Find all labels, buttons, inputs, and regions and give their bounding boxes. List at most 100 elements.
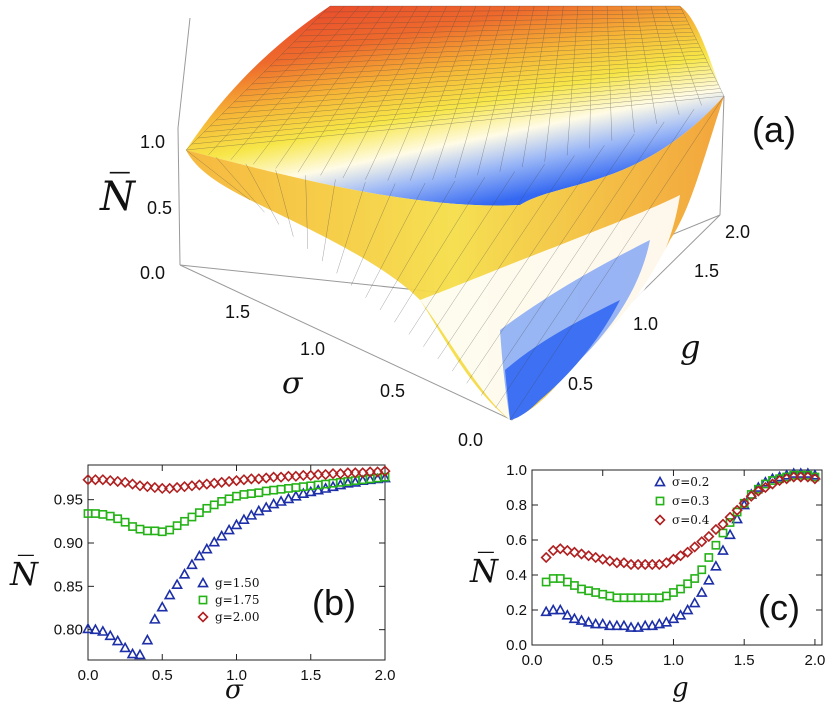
panel-b: 0.0 0.5 1.0 1.5 2.0 0.80 0.85 0.90 0.95 g=1.50 g… xyxy=(9,464,396,702)
data-point xyxy=(555,574,565,583)
data-point xyxy=(304,485,317,497)
y-tick-label: 0.8 xyxy=(506,497,527,514)
z-tick-label: 1.0 xyxy=(140,132,165,152)
data-point xyxy=(157,527,167,537)
data-point xyxy=(208,535,221,547)
data-point xyxy=(356,474,369,486)
z-tick-label: 0.0 xyxy=(140,263,165,283)
x-tick-label: 0.5 xyxy=(380,381,405,401)
data-point xyxy=(575,614,588,625)
x-axis-label: σ xyxy=(282,366,304,401)
data-point xyxy=(570,581,579,590)
legend-marker xyxy=(197,576,209,588)
data-point xyxy=(766,478,779,490)
data-point xyxy=(690,574,700,583)
data-point xyxy=(254,488,264,498)
data-point xyxy=(312,468,324,481)
x-tick-label: 0.5 xyxy=(152,667,173,684)
z-axis-label: N̅ xyxy=(99,173,137,220)
y-tick-label: 0.90 xyxy=(54,535,83,552)
data-point xyxy=(731,512,743,524)
data-point xyxy=(82,474,94,486)
data-point xyxy=(200,542,213,554)
data-point xyxy=(625,621,637,632)
panel-c-points xyxy=(540,467,821,632)
legend-entry: g=1.75 xyxy=(215,593,259,607)
data-point xyxy=(217,496,227,506)
data-point xyxy=(135,524,145,534)
data-point xyxy=(710,523,722,536)
panel-b-legend: g=1.50 g=1.75 g=2.00 xyxy=(197,576,259,624)
data-point xyxy=(178,568,191,579)
data-point xyxy=(111,634,124,646)
data-point xyxy=(141,481,154,493)
data-point xyxy=(112,475,124,488)
data-point xyxy=(89,623,102,635)
data-point xyxy=(126,478,139,490)
legend-marker xyxy=(654,475,666,487)
data-point xyxy=(591,588,601,597)
data-point xyxy=(568,546,581,558)
panel-c-frame xyxy=(531,469,823,646)
data-point xyxy=(380,472,390,482)
data-point xyxy=(163,588,176,600)
data-point xyxy=(780,469,793,480)
data-point xyxy=(104,629,117,641)
data-point xyxy=(128,522,137,531)
y-axis-label: N̅ xyxy=(9,554,39,593)
data-point xyxy=(724,528,736,540)
data-point xyxy=(261,486,271,496)
panel-label-b: (b) xyxy=(312,582,356,623)
legend-marker xyxy=(197,611,209,623)
data-point xyxy=(711,540,721,550)
data-point xyxy=(342,477,354,488)
data-point xyxy=(575,548,588,560)
x-tick-label: 1.0 xyxy=(226,667,247,684)
data-point xyxy=(676,584,685,594)
data-point xyxy=(202,503,212,513)
data-point xyxy=(230,518,243,530)
data-point xyxy=(224,494,234,504)
data-point xyxy=(801,467,814,478)
data-point xyxy=(660,557,673,569)
y-axis-label: g xyxy=(680,328,700,366)
data-point xyxy=(342,467,354,479)
data-point xyxy=(632,621,644,632)
data-point xyxy=(681,603,694,615)
data-point xyxy=(577,584,586,594)
y-tick-label: 0.80 xyxy=(54,622,83,639)
data-point xyxy=(759,481,772,494)
data-point xyxy=(548,574,558,583)
data-point xyxy=(119,476,131,488)
data-point xyxy=(232,491,241,501)
data-point xyxy=(540,551,552,564)
data-point xyxy=(156,482,168,495)
data-point xyxy=(91,509,100,518)
legend-marker xyxy=(654,514,666,526)
y-tick-label: 0.85 xyxy=(54,578,83,595)
data-point xyxy=(589,617,602,629)
data-point xyxy=(276,484,286,494)
data-point xyxy=(584,586,593,596)
data-point xyxy=(597,553,609,565)
panel-c-legend: σ=0.2 σ=0.3 σ=0.4 xyxy=(654,475,710,527)
x-tick-label: 1.5 xyxy=(734,652,755,669)
data-point xyxy=(284,483,293,493)
data-point xyxy=(105,511,115,521)
y-tick-label: 1.5 xyxy=(694,261,719,281)
data-point xyxy=(787,467,800,478)
data-point xyxy=(267,471,280,483)
data-point xyxy=(89,474,102,486)
data-point xyxy=(639,619,652,631)
surface-top xyxy=(186,6,724,206)
data-point xyxy=(681,546,694,558)
data-point xyxy=(113,514,123,524)
data-point xyxy=(245,473,257,485)
data-point xyxy=(120,517,130,527)
legend-entry: g=1.50 xyxy=(215,576,259,590)
x-tick-label: 2.0 xyxy=(375,667,396,684)
x-axis-label: g xyxy=(672,673,689,702)
data-point xyxy=(275,495,287,506)
data-point xyxy=(683,579,693,589)
